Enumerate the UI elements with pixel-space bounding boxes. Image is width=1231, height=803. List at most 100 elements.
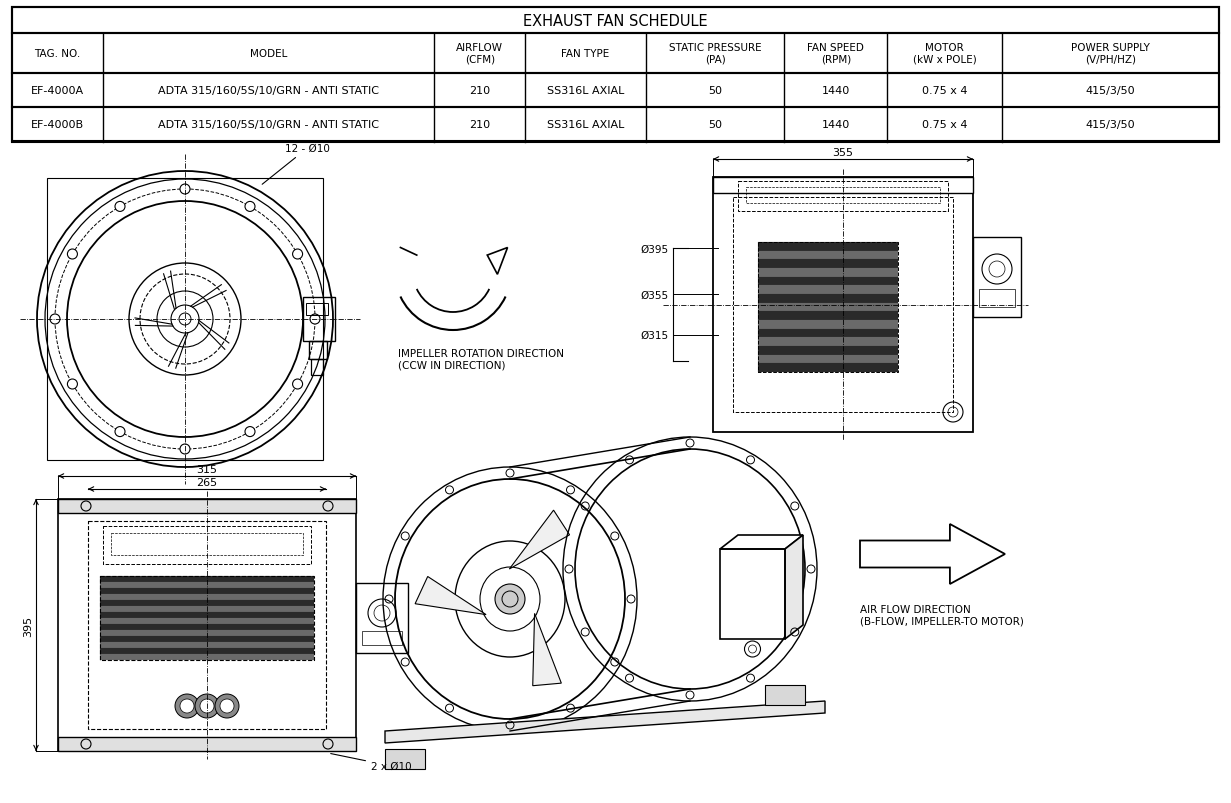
Circle shape [114,427,126,437]
Bar [713,177,972,433]
Text: ADTA 315/160/5S/10/GRN - ANTI STATIC: ADTA 315/160/5S/10/GRN - ANTI STATIC [158,120,379,130]
Text: AIRFLOW
(CFM): AIRFLOW (CFM) [457,43,503,65]
Bar [713,177,972,194]
Text: 2 x Ø10: 2 x Ø10 [331,754,411,771]
Circle shape [194,694,219,718]
Circle shape [178,314,191,325]
Bar [100,601,314,606]
Text: 50: 50 [708,86,723,96]
Bar [758,320,897,329]
Circle shape [180,185,190,195]
Text: 1440: 1440 [821,86,849,96]
Circle shape [50,315,60,324]
Text: POWER SUPPLY
(V/PH/HZ): POWER SUPPLY (V/PH/HZ) [1071,43,1150,65]
Bar [720,549,785,639]
Circle shape [220,699,234,713]
Text: IMPELLER ROTATION DIRECTION
(CCW IN DIRECTION): IMPELLER ROTATION DIRECTION (CCW IN DIRE… [398,349,564,370]
Bar [58,499,356,751]
Bar [758,243,897,373]
Bar [732,198,953,413]
Bar [100,582,314,589]
Text: TAG. NO.: TAG. NO. [34,49,80,59]
Circle shape [245,202,255,212]
Circle shape [180,699,194,713]
Bar [100,630,314,636]
Polygon shape [487,248,507,275]
Polygon shape [533,613,561,686]
Bar [58,499,356,513]
Text: MOTOR
(kW x POLE): MOTOR (kW x POLE) [912,43,976,65]
Text: FAN SPEED
(RPM): FAN SPEED (RPM) [808,43,864,65]
Circle shape [215,694,239,718]
Circle shape [495,585,524,614]
Polygon shape [415,577,486,615]
Bar [309,341,327,360]
Bar [764,685,805,705]
Circle shape [175,694,199,718]
Text: EF-4000A: EF-4000A [31,86,84,96]
Text: FAN TYPE: FAN TYPE [561,49,609,59]
Bar [100,636,314,642]
Text: 265: 265 [197,478,218,487]
Bar [758,364,897,373]
Bar [758,269,897,277]
Text: 0.75 x 4: 0.75 x 4 [922,120,968,130]
Bar [100,594,314,601]
Text: 415/3/50: 415/3/50 [1086,120,1135,130]
Text: 315: 315 [197,464,218,475]
Text: 0.75 x 4: 0.75 x 4 [922,86,968,96]
Bar [758,329,897,338]
Bar [746,188,940,204]
Text: SS316L AXIAL: SS316L AXIAL [547,86,624,96]
Text: AIR FLOW DIRECTION
(B-FLOW, IMPELLER-TO MOTOR): AIR FLOW DIRECTION (B-FLOW, IMPELLER-TO … [860,604,1024,626]
Bar [100,589,314,594]
Bar [758,347,897,355]
Text: 1440: 1440 [821,120,849,130]
Polygon shape [785,536,803,639]
Polygon shape [510,511,570,569]
Bar [100,577,314,660]
Text: SS316L AXIAL: SS316L AXIAL [547,120,624,130]
Bar [739,181,948,212]
Text: 210: 210 [469,120,490,130]
Text: 415/3/50: 415/3/50 [1086,86,1135,96]
Bar [303,298,335,341]
Bar [311,360,323,376]
Bar [100,606,314,612]
Bar [758,355,897,364]
Text: Ø395: Ø395 [641,244,668,254]
Bar [758,295,897,304]
Circle shape [68,250,78,259]
Text: EXHAUST FAN SCHEDULE: EXHAUST FAN SCHEDULE [523,14,708,28]
Bar [12,108,1219,142]
Text: ADTA 315/160/5S/10/GRN - ANTI STATIC: ADTA 315/160/5S/10/GRN - ANTI STATIC [158,86,379,96]
Bar [758,243,897,251]
Bar [758,304,897,312]
Bar [362,631,403,645]
Bar [100,642,314,648]
Text: 12 - Ø10: 12 - Ø10 [262,144,330,185]
Bar [100,654,314,660]
Text: 210: 210 [469,86,490,96]
Bar [12,8,1219,143]
Circle shape [180,444,190,454]
Text: 50: 50 [708,120,723,130]
Circle shape [293,380,303,389]
Bar [972,238,1020,318]
Bar [58,737,356,751]
Text: Ø355: Ø355 [641,290,668,300]
Bar [356,583,407,653]
Bar [758,251,897,260]
Bar [12,34,1219,74]
Text: 355: 355 [832,148,853,158]
Bar [47,179,323,460]
Polygon shape [860,524,1004,585]
Bar [103,526,311,565]
Bar [12,74,1219,108]
Bar [12,8,1219,34]
Text: STATIC PRESSURE
(PA): STATIC PRESSURE (PA) [668,43,762,65]
Bar [758,277,897,286]
Bar [100,612,314,618]
Circle shape [68,380,78,389]
Circle shape [293,250,303,259]
